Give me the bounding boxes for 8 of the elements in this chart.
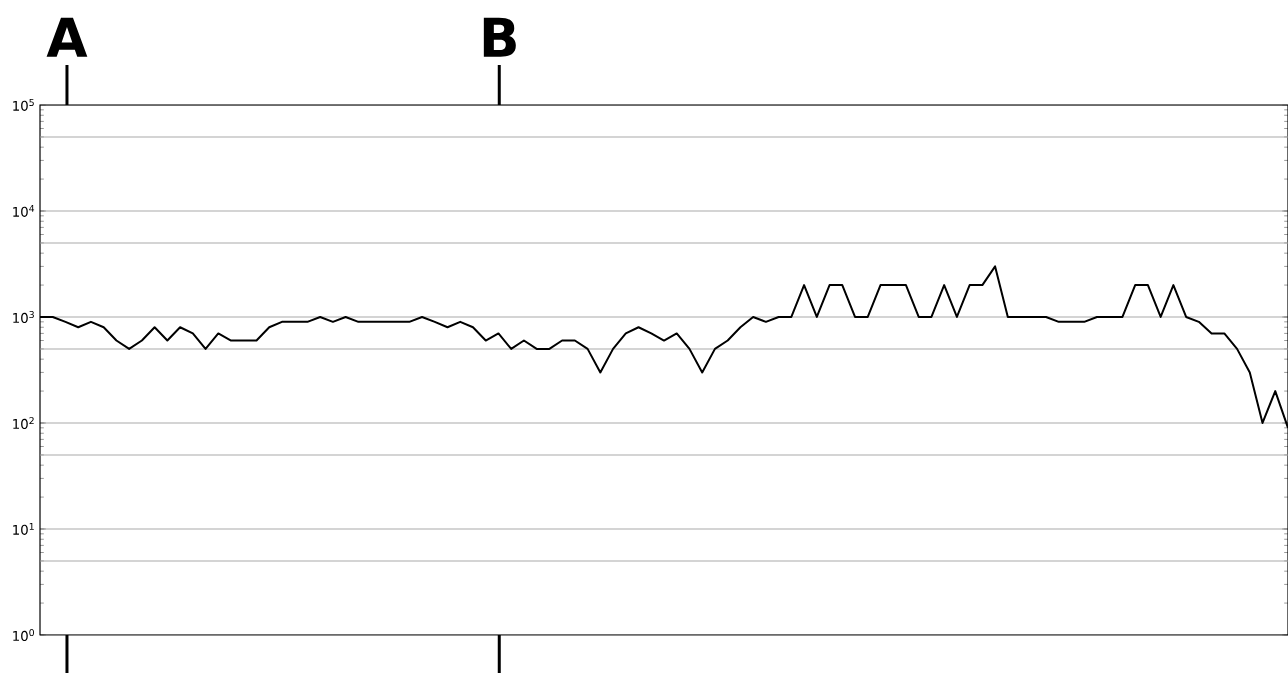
text: B (483, 17, 516, 57)
y-tick-label: 10$^{4}$ (13, 205, 35, 217)
y-tick-label: 10$^{5}$ (13, 99, 34, 111)
text: A (46, 17, 88, 57)
y-tick-label: 10$^{1}$ (13, 523, 34, 535)
y-tick-label: 10$^{2}$ (13, 417, 34, 429)
y-tick-label: 10$^{3}$ (13, 311, 34, 323)
y-tick-label: 10$^{0}$ (13, 629, 35, 641)
